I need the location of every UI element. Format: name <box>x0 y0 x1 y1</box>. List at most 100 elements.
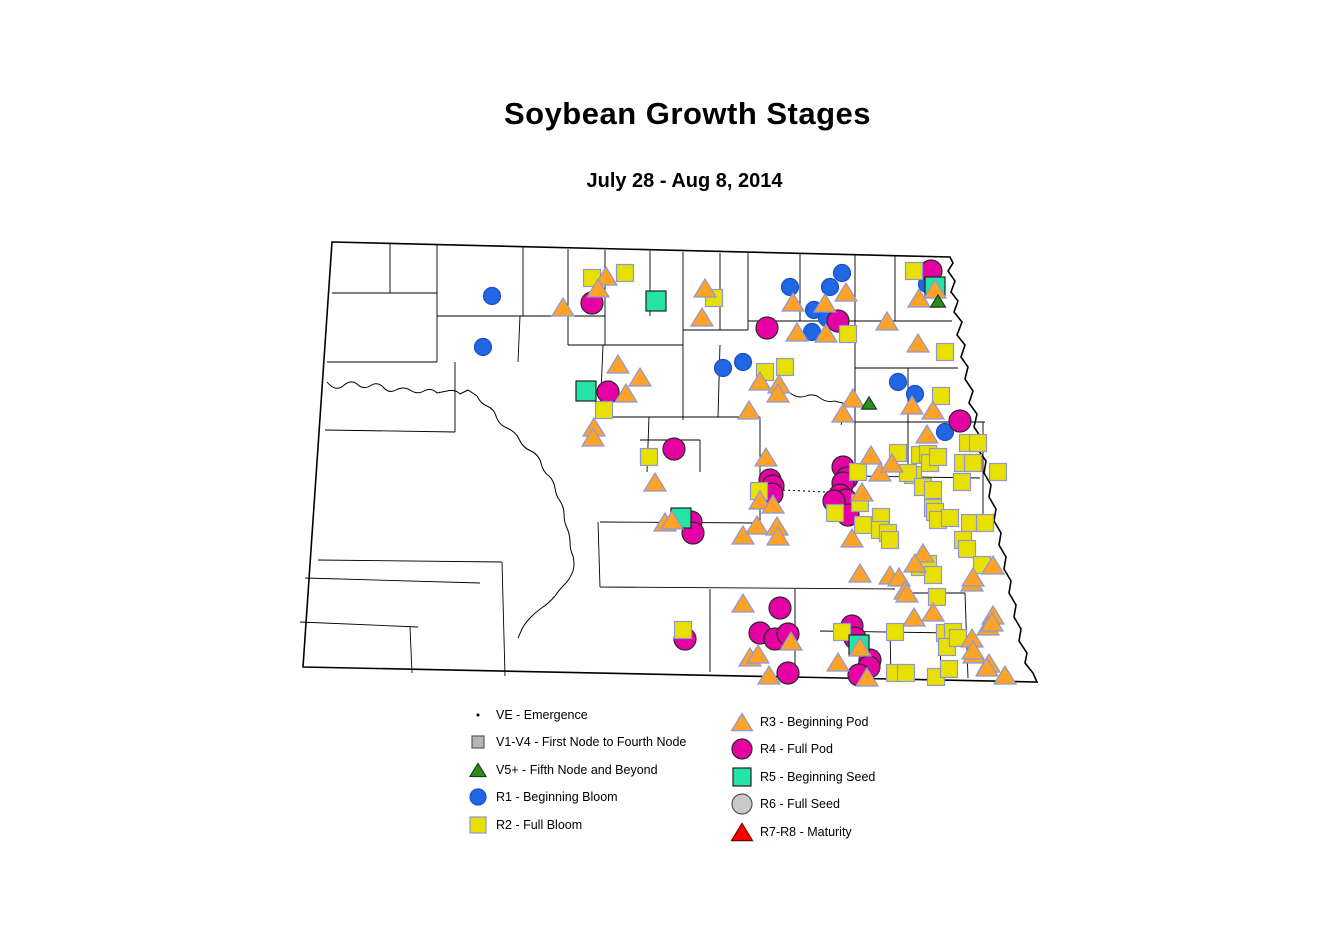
map-marker-R2 <box>904 261 924 281</box>
map-marker-R4 <box>662 437 686 461</box>
map-marker-R3 <box>847 636 873 657</box>
map-marker-R2 <box>927 587 947 607</box>
map-marker-R3 <box>580 426 606 447</box>
map-marker-R1 <box>482 286 502 306</box>
map-marker-R3 <box>642 471 668 492</box>
map-marker-R1 <box>888 372 908 392</box>
map-marker-R3 <box>659 509 685 530</box>
map-marker-V5 <box>929 293 947 308</box>
map-marker-R3 <box>894 582 920 603</box>
map-marker-R3 <box>858 444 884 465</box>
map-marker-R1 <box>733 352 753 372</box>
map-marker-R4 <box>776 661 800 685</box>
map-marker-R2 <box>885 622 905 642</box>
map-marker-R3 <box>689 306 715 327</box>
map-marker-R3 <box>585 277 611 298</box>
map-marker-R4 <box>755 316 779 340</box>
stage-markers-layer <box>473 259 1018 687</box>
legend-item-r1: R1 - Beginning Bloom <box>462 784 686 812</box>
map-marker-R2 <box>931 386 951 406</box>
map-marker-R2 <box>898 463 918 483</box>
map-marker-R3 <box>813 322 839 343</box>
legend-item-r6: R6 - Full Seed <box>726 791 875 819</box>
map-marker-R3 <box>778 630 804 651</box>
legend-label: R4 - Full Pod <box>760 742 833 757</box>
map-marker-R3 <box>992 664 1018 685</box>
legend-label: R7-R8 - Maturity <box>760 824 852 839</box>
map-marker-R3 <box>906 287 932 308</box>
chart-subtitle: July 28 - Aug 8, 2014 <box>586 170 783 192</box>
map-marker-R3 <box>745 643 771 664</box>
map-marker-R3 <box>879 452 905 473</box>
map-marker-R2 <box>952 472 972 492</box>
map-marker-R3 <box>905 332 931 353</box>
map-marker-R2 <box>975 513 995 533</box>
gray-circle-icon <box>726 792 756 816</box>
legend-label: VE - Emergence <box>496 707 588 722</box>
map-marker-R4 <box>596 380 620 404</box>
orange-triangle-icon <box>726 710 756 734</box>
legend-item-r3: R3 - Beginning Pod <box>726 708 875 736</box>
legend-column-left: VE - Emergence V1-V4 - First Node to Fou… <box>462 701 686 839</box>
map-marker-R3 <box>780 291 806 312</box>
map-marker-R3 <box>760 493 786 514</box>
legend-item-r4: R4 - Full Pod <box>726 736 875 764</box>
map-marker-R3 <box>849 481 875 502</box>
map-marker-R3 <box>747 489 773 510</box>
legend-label: R2 - Full Bloom <box>496 817 583 832</box>
blue-circle-icon <box>462 785 492 809</box>
map-marker-R3 <box>730 592 756 613</box>
map-marker-R3 <box>899 394 925 415</box>
map-marker-R3 <box>901 606 927 627</box>
map-marker-R2 <box>615 263 635 283</box>
legend-label: R3 - Beginning Pod <box>760 714 869 729</box>
map-marker-R3 <box>825 651 851 672</box>
map-marker-R2 <box>853 515 873 535</box>
map-marker-R2 <box>939 659 959 679</box>
map-marker-R3 <box>736 399 762 420</box>
map-marker-R3 <box>605 353 631 374</box>
map-marker-R3 <box>784 321 810 342</box>
map-marker-R4 <box>948 409 972 433</box>
map-marker-R3 <box>593 265 619 286</box>
map-marker-R2 <box>825 503 845 523</box>
map-marker-R3 <box>744 514 770 535</box>
legend-label: R6 - Full Seed <box>760 797 840 812</box>
map-marker-R2 <box>594 400 614 420</box>
map-marker-R2 <box>935 342 955 362</box>
teal-square-icon <box>726 765 756 789</box>
green-triangle-icon <box>462 758 492 782</box>
map-marker-R2 <box>988 462 1008 482</box>
map-marker-R3 <box>979 611 1005 632</box>
legend-label: R1 - Beginning Bloom <box>496 790 618 805</box>
map-marker-R3 <box>840 387 866 408</box>
map-marker-R3 <box>920 601 946 622</box>
map-marker-R3 <box>902 552 928 573</box>
map-marker-R3 <box>914 423 940 444</box>
map-marker-R2 <box>957 539 977 559</box>
legend-item-v5: V5+ - Fifth Node and Beyond <box>462 756 686 784</box>
map-marker-R3 <box>920 399 946 420</box>
map-marker-R3 <box>830 402 856 423</box>
map-marker-R3 <box>550 296 576 317</box>
map-marker-R3 <box>960 566 986 587</box>
legend-item-r7r8: R7-R8 - Maturity <box>726 818 875 846</box>
map-marker-R5 <box>645 290 667 312</box>
legend-column-right: R3 - Beginning Pod R4 - Full Pod R5 - Be… <box>726 708 875 846</box>
map-marker-R2 <box>880 530 900 550</box>
legend-label: R5 - Beginning Seed <box>760 769 876 784</box>
map-marker-R5 <box>575 380 597 402</box>
map-marker-R3 <box>974 656 1000 677</box>
map-marker-R3 <box>765 382 791 403</box>
map-marker-R3 <box>922 278 948 299</box>
map-marker-R3 <box>613 382 639 403</box>
map-marker-R3 <box>747 370 773 391</box>
map-marker-R2 <box>923 565 943 585</box>
map-marker-R2 <box>832 622 852 642</box>
map-marker-R1 <box>713 358 733 378</box>
map-marker-R2 <box>673 620 693 640</box>
map-marker-R3 <box>854 666 880 687</box>
map-marker-R1 <box>832 263 852 283</box>
lake-shore-dotted <box>782 489 828 493</box>
map-marker-R1 <box>820 277 840 297</box>
